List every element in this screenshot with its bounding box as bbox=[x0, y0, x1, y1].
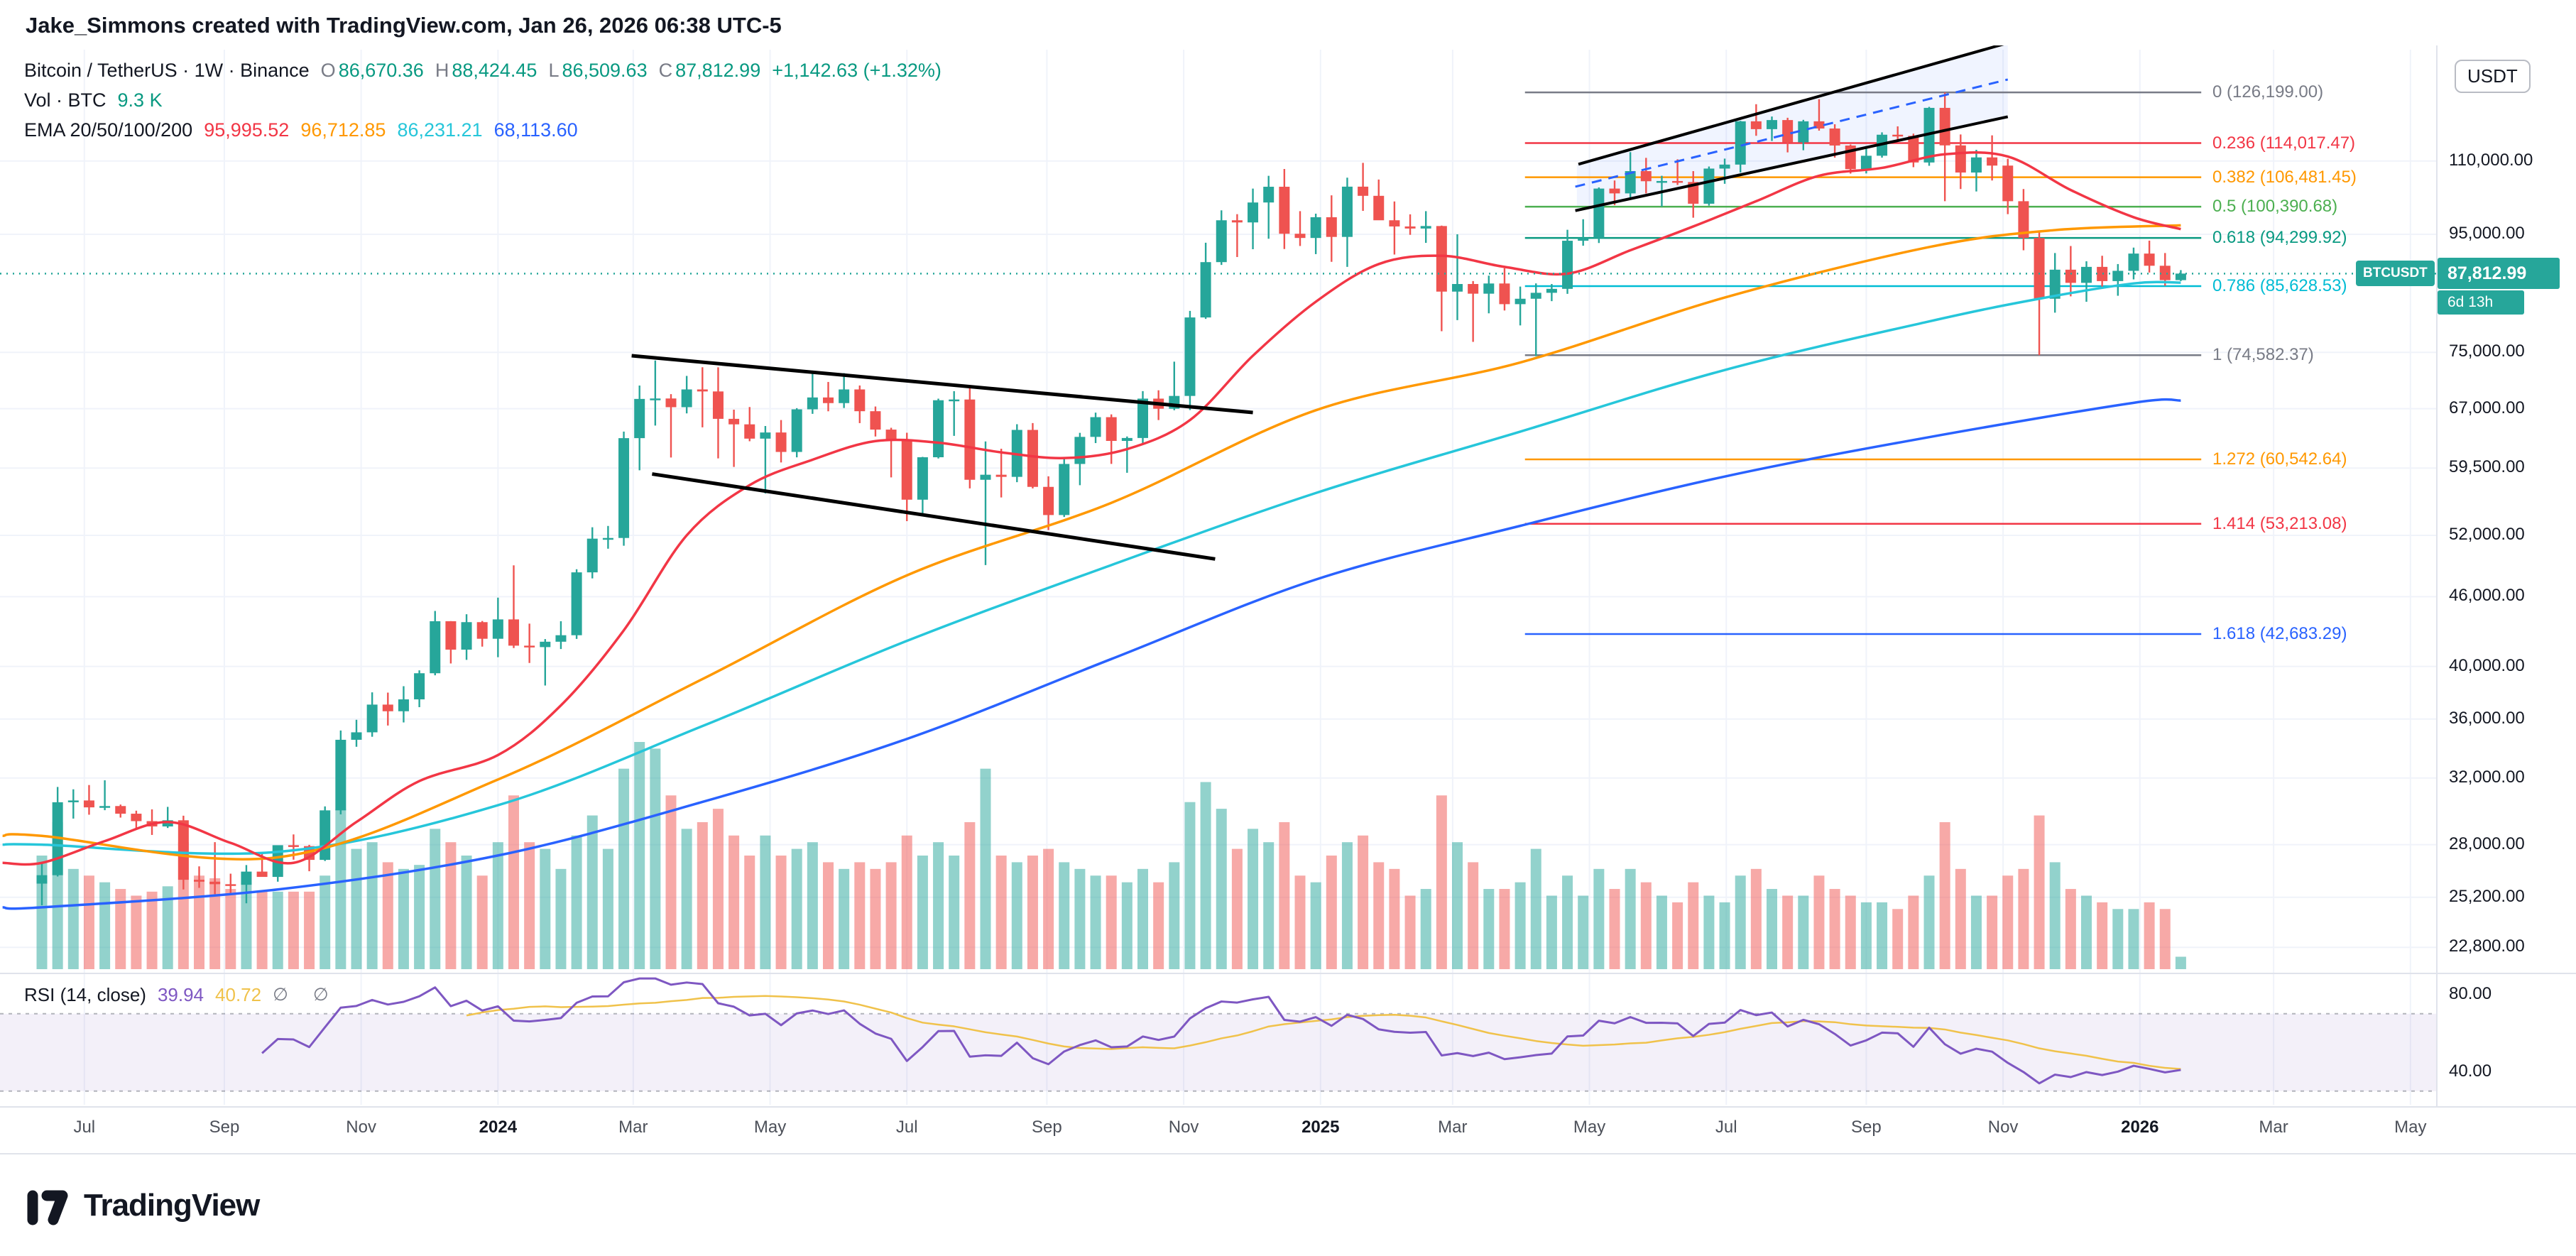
ema50-line bbox=[2, 224, 2181, 861]
fib-level-label[interactable]: 0.5 (100,390.68) bbox=[2212, 197, 2338, 217]
currency-chip[interactable]: USDT bbox=[2455, 60, 2531, 93]
fib-level-label[interactable]: 0.236 (114,017.47) bbox=[2212, 133, 2356, 153]
time-tick-month: Nov bbox=[346, 1118, 376, 1137]
ema-label: EMA 20/50/100/200 bbox=[24, 119, 193, 141]
price-change: +1,142.63 (+1.32%) bbox=[772, 60, 942, 81]
time-tick-month: May bbox=[753, 1118, 787, 1137]
ema-legend-row[interactable]: EMA 20/50/100/200 95,995.52 96,712.85 86… bbox=[24, 118, 578, 142]
volume-value: 9.3 K bbox=[117, 89, 163, 111]
fib-level-label[interactable]: 1 (74,582.37) bbox=[2212, 345, 2314, 365]
current-price-badge: 87,812.99 bbox=[2438, 258, 2560, 290]
rising-wedge-upper bbox=[1578, 42, 2007, 166]
time-tick-year: 2025 bbox=[1301, 1118, 1340, 1137]
time-tick-month: Nov bbox=[1168, 1118, 1199, 1137]
time-tick-month: Sep bbox=[1851, 1118, 1882, 1137]
ema20-value: 95,995.52 bbox=[204, 119, 290, 141]
time-tick-month: Mar bbox=[618, 1118, 648, 1137]
time-tick-year: 2026 bbox=[2121, 1118, 2159, 1137]
price-tick: 46,000.00 bbox=[2449, 586, 2525, 606]
time-tick-month: Sep bbox=[209, 1118, 240, 1137]
rsi-line bbox=[261, 977, 2181, 1085]
time-axis[interactable]: Jul Sep Nov 2024 Mar May Jul Sep Nov 2025 Mar May Ju… bbox=[0, 1106, 2576, 1153]
time-tick-month: Jul bbox=[1715, 1118, 1737, 1137]
ohlc-low: L 86,509.63 bbox=[548, 60, 648, 81]
ema100-line bbox=[2, 280, 2181, 856]
time-tick-month: Mar bbox=[2259, 1118, 2288, 1137]
fib-level-label[interactable]: 1.414 (53,213.08) bbox=[2212, 513, 2347, 533]
rsi-ma-line bbox=[466, 995, 2181, 1070]
ohlc-high: H 88,424.45 bbox=[435, 60, 537, 81]
time-tick-month: Jul bbox=[895, 1118, 918, 1137]
time-tick-month: Sep bbox=[1032, 1118, 1062, 1137]
symbol-title: Bitcoin / TetherUS · 1W · Binance bbox=[24, 60, 310, 81]
price-axis[interactable]: USDT 110,000.00 95,000.00 75,000.00 67,000.… bbox=[2436, 45, 2576, 1152]
rsi-flag-icons: ∅ ∅ bbox=[273, 985, 339, 1005]
price-tick: 67,000.00 bbox=[2449, 398, 2525, 417]
ohlc-close: C 87,812.99 bbox=[658, 60, 761, 81]
time-tick-month: Jul bbox=[73, 1118, 96, 1137]
wedge-midline-dashed bbox=[1575, 78, 2009, 188]
rsi-legend-row[interactable]: RSI (14, close) 39.94 40.72 ∅ ∅ bbox=[24, 983, 339, 1007]
ema50-value: 96,712.85 bbox=[300, 119, 386, 141]
fib-level-label[interactable]: 0.786 (85,628.53) bbox=[2212, 276, 2347, 296]
rsi-ma-value: 40.72 bbox=[215, 984, 262, 1005]
price-line-symbol-tag: BTCUSDT bbox=[2356, 261, 2435, 287]
price-tick: 52,000.00 bbox=[2449, 525, 2525, 545]
price-tick: 22,800.00 bbox=[2449, 936, 2525, 956]
tradingview-logo-icon[interactable] bbox=[26, 1183, 71, 1228]
ema20-line bbox=[2, 151, 2181, 866]
attribution-text: Jake_Simmons created with TradingView.co… bbox=[26, 13, 782, 38]
attribution-bar: Jake_Simmons created with TradingView.co… bbox=[0, 0, 2576, 45]
ohlc-open: O 86,670.36 bbox=[320, 60, 424, 81]
price-tick: 40,000.00 bbox=[2449, 655, 2525, 675]
tradingview-logo-text[interactable]: TradingView bbox=[84, 1188, 260, 1223]
price-tick: 36,000.00 bbox=[2449, 708, 2525, 728]
time-tick-month: May bbox=[1573, 1118, 1606, 1137]
time-tick-year: 2024 bbox=[479, 1118, 518, 1137]
price-tick: 95,000.00 bbox=[2449, 223, 2525, 243]
ema200-value: 68,113.60 bbox=[493, 119, 578, 141]
fib-level-label[interactable]: 0.618 (94,299.92) bbox=[2212, 228, 2347, 248]
rsi-value: 39.94 bbox=[157, 984, 204, 1005]
axis-separator bbox=[2436, 45, 2438, 1152]
time-tick-month: Mar bbox=[1438, 1118, 1468, 1137]
fib-level-label[interactable]: 0.382 (106,481.45) bbox=[2212, 167, 2357, 187]
trendlines[interactable] bbox=[631, 42, 2009, 561]
volume-bars bbox=[36, 742, 2186, 969]
fib-level-label[interactable]: 1.618 (42,683.29) bbox=[2212, 623, 2347, 643]
descending-channel-upper bbox=[631, 354, 1253, 415]
descending-channel-lower bbox=[652, 472, 1216, 561]
time-tick-month: May bbox=[2394, 1118, 2427, 1137]
fib-level-label[interactable]: 1.272 (60,542.64) bbox=[2212, 449, 2347, 469]
price-tick: 32,000.00 bbox=[2449, 767, 2525, 787]
ema200-line bbox=[2, 398, 2181, 910]
bar-countdown-badge: 6d 13h bbox=[2438, 290, 2524, 315]
pane-separator[interactable] bbox=[0, 973, 2576, 974]
price-tick: 110,000.00 bbox=[2449, 150, 2533, 170]
price-tick: 25,200.00 bbox=[2449, 886, 2525, 906]
time-tick-month: Nov bbox=[1987, 1118, 2019, 1137]
fib-retracement[interactable] bbox=[1524, 91, 2202, 635]
price-tick: 28,000.00 bbox=[2449, 834, 2525, 853]
volume-label: Vol · BTC bbox=[24, 89, 107, 111]
branding-bar: TradingView bbox=[0, 1153, 2576, 1256]
fib-level-label[interactable]: 0 (126,199.00) bbox=[2212, 82, 2324, 102]
rsi-label: RSI (14, close) bbox=[24, 984, 146, 1005]
rsi-pane[interactable] bbox=[0, 977, 2436, 1092]
volume-legend-row[interactable]: Vol · BTC 9.3 K bbox=[24, 88, 163, 112]
price-tick: 59,500.00 bbox=[2449, 457, 2525, 477]
ema-lines bbox=[2, 151, 2181, 910]
rsi-band bbox=[0, 1013, 2436, 1091]
ema100-value: 86,231.21 bbox=[397, 119, 483, 141]
candles bbox=[36, 92, 2186, 906]
rsi-tick: 40.00 bbox=[2449, 1061, 2492, 1081]
rsi-tick: 80.00 bbox=[2449, 983, 2492, 1003]
symbol-legend-row[interactable]: Bitcoin / TetherUS · 1W · Binance O 86,6… bbox=[24, 58, 942, 82]
rising-wedge-lower bbox=[1575, 115, 2009, 212]
price-tick: 75,000.00 bbox=[2449, 342, 2525, 361]
